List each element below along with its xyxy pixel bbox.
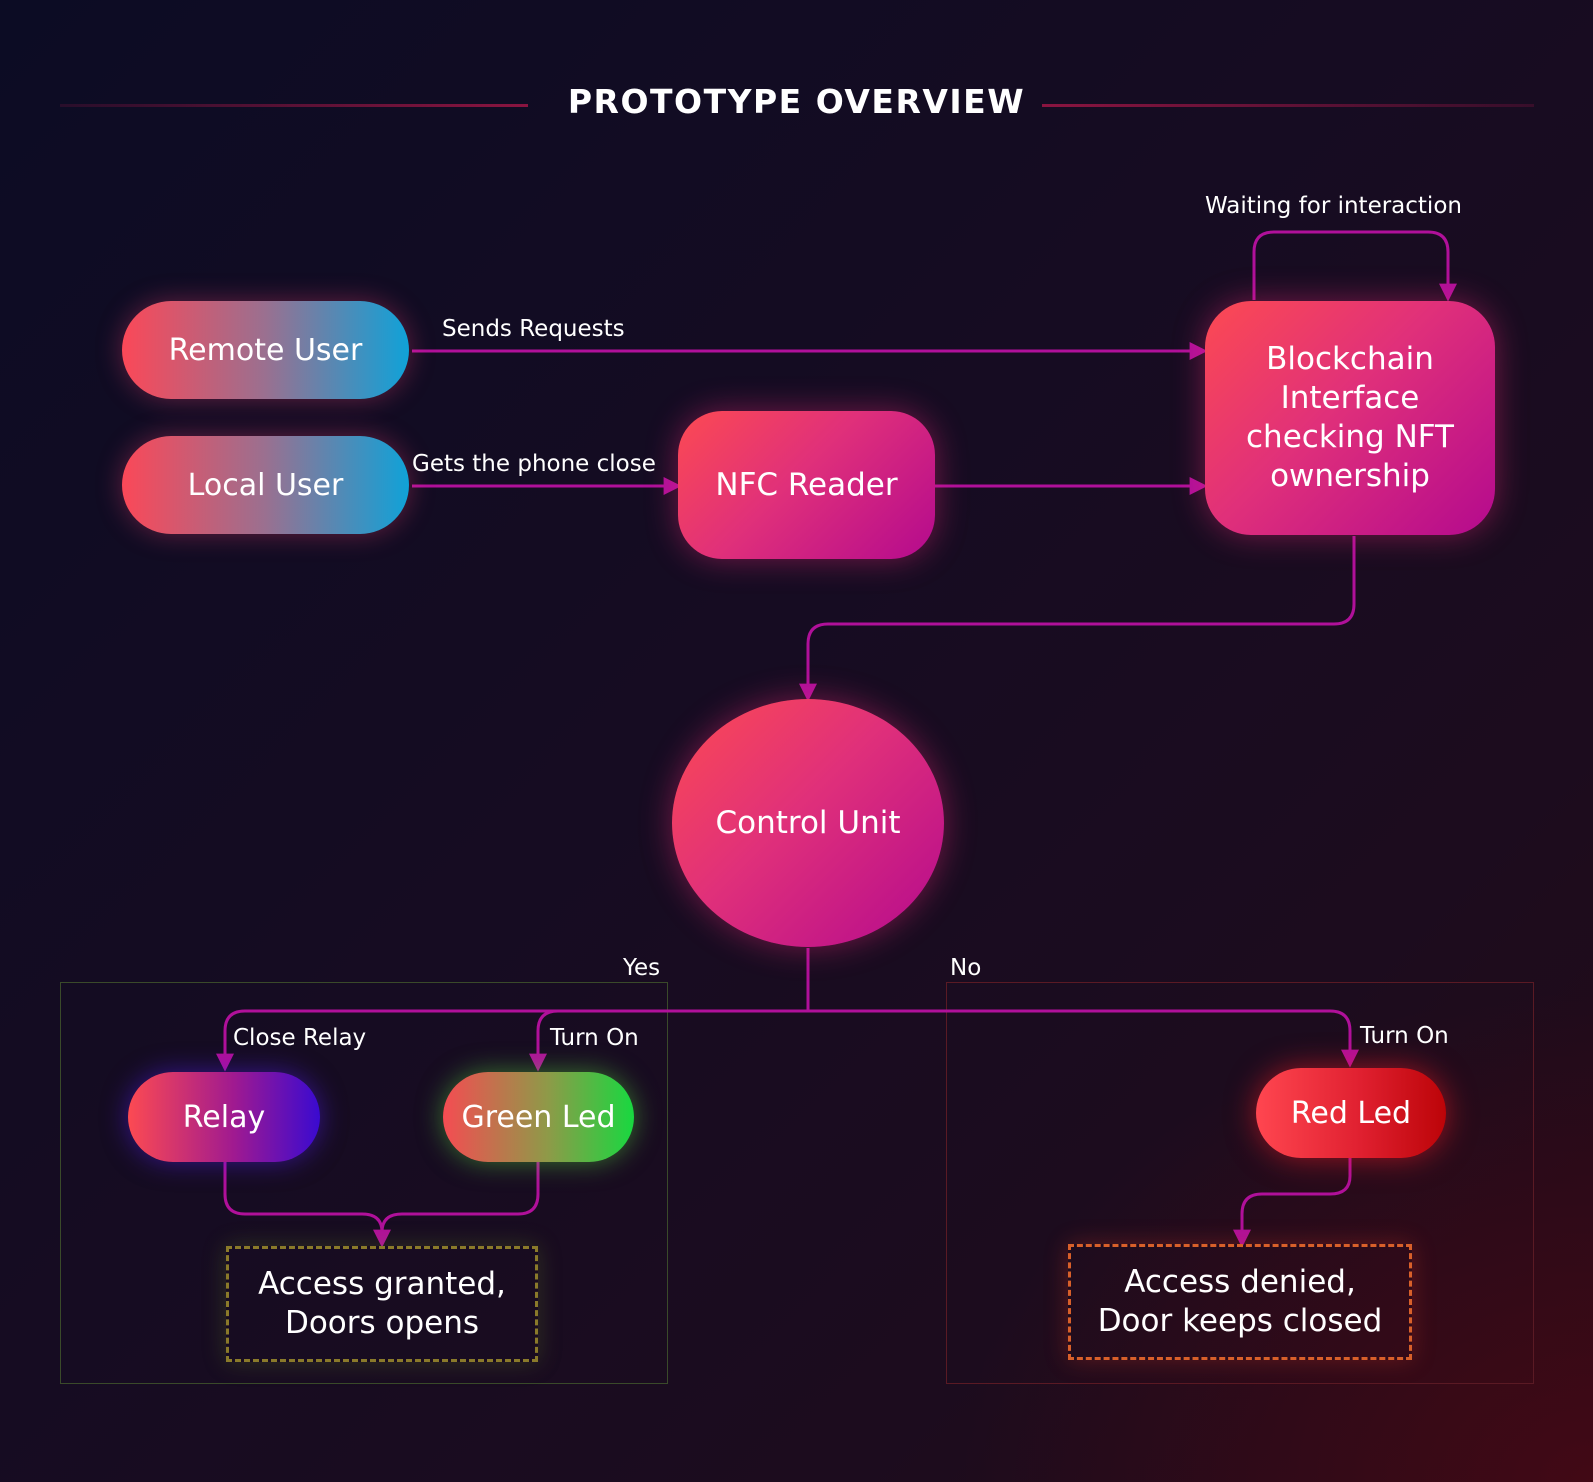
sends-requests-label: Sends Requests [442, 316, 625, 342]
red-led-node: Red Led [1256, 1068, 1446, 1158]
control-to-relay-arrow [216, 1009, 808, 1072]
turn-on-red-label: Turn On [1360, 1023, 1449, 1049]
no-label: No [950, 955, 982, 981]
blockchain-interface-node: Blockchain Interface checking NFT owners… [1205, 301, 1495, 535]
title-rule-right [1042, 104, 1534, 107]
control-to-red-arrow [808, 1009, 1359, 1068]
close-relay-label: Close Relay [233, 1025, 367, 1051]
wait-loop-arrow [1252, 230, 1457, 302]
green-to-granted-arrow [380, 1162, 540, 1233]
yes-branch-panel [60, 982, 668, 1384]
control-to-green-arrow [529, 1009, 559, 1072]
title-rule-left [60, 104, 528, 107]
turn-on-green-label: Turn On [550, 1025, 639, 1051]
access-denied-result: Access denied, Door keeps closed [1068, 1244, 1412, 1360]
remote-user-node: Remote User [122, 301, 409, 399]
diagram-title: PROTOTYPE OVERVIEW [567, 82, 1026, 121]
relay-node: Relay [128, 1072, 320, 1162]
relay-to-granted-arrow [223, 1162, 391, 1248]
control-unit-node: Control Unit [672, 699, 944, 947]
green-led-node: Green Led [443, 1072, 634, 1162]
access-granted-result: Access granted, Doors opens [226, 1246, 538, 1362]
nfc-reader-node: NFC Reader [678, 411, 935, 559]
no-branch-panel [946, 982, 1534, 1384]
yes-label: Yes [623, 955, 661, 981]
local-user-node: Local User [122, 436, 409, 534]
waiting-label: Waiting for interaction [1205, 193, 1462, 219]
blockchain-to-control-arrow [799, 536, 1356, 702]
red-to-denied-arrow [1233, 1158, 1352, 1248]
gets-phone-close-label: Gets the phone close [412, 451, 656, 477]
